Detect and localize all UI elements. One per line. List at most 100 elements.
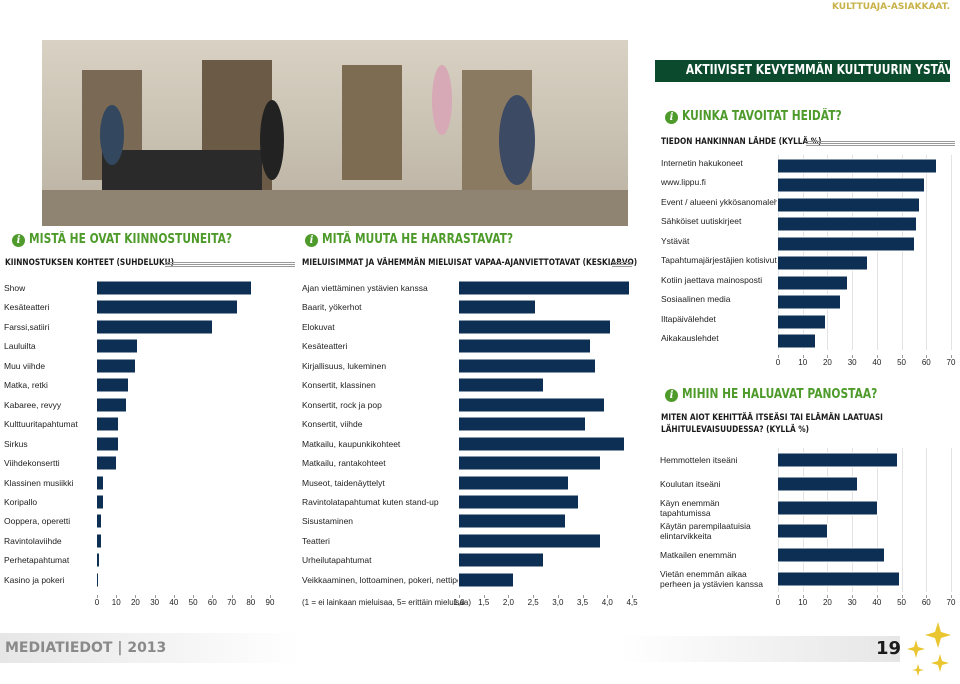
bar bbox=[459, 456, 600, 470]
bar bbox=[97, 495, 103, 509]
footer-band bbox=[0, 633, 300, 663]
category-label: www.lippu.fi bbox=[661, 177, 706, 188]
chart-subtitle: MITEN AIOT KEHITTÄÄ ITSEÄSI TAI ELÄMÄN L… bbox=[661, 413, 883, 435]
x-tick-label: 60 bbox=[207, 598, 217, 607]
bar bbox=[778, 295, 840, 309]
x-tick-label: 40 bbox=[872, 598, 882, 607]
chart-title: MIHIN HE HALUAVAT PANOSTAA? bbox=[682, 387, 878, 402]
banner-text: AKTIIVISET KEVYEMMÄN KULTTUURIN YSTÄVÄT bbox=[685, 63, 960, 78]
category-label: Vietän enemmän aikaa perheen ja ystävien… bbox=[660, 569, 764, 589]
bar bbox=[459, 398, 605, 412]
tick-mark bbox=[533, 595, 535, 598]
tick-mark bbox=[212, 595, 214, 598]
category-label: Farssi,satiiri bbox=[4, 321, 50, 332]
tick-mark bbox=[97, 595, 98, 598]
category-label: Kotiin jaettava mainosposti bbox=[661, 274, 763, 285]
tick-mark bbox=[827, 595, 829, 598]
x-tick-label: 50 bbox=[188, 598, 198, 607]
bar bbox=[97, 320, 213, 334]
x-tick-label: 0 bbox=[775, 598, 781, 607]
grid-line bbox=[778, 155, 779, 350]
bar bbox=[97, 534, 101, 548]
bar bbox=[459, 281, 630, 295]
bar bbox=[97, 553, 99, 567]
x-tick-label: 70 bbox=[227, 598, 236, 607]
x-tick-label: 70 bbox=[946, 358, 956, 367]
bar bbox=[778, 159, 937, 173]
tick-mark bbox=[173, 595, 175, 598]
bar bbox=[97, 476, 103, 489]
x-tick-label: 50 bbox=[897, 358, 907, 367]
tick-mark bbox=[135, 595, 137, 598]
bar bbox=[778, 453, 897, 467]
bar bbox=[778, 198, 919, 212]
chart-title: KUINKA TAVOITAT HEIDÄT? bbox=[682, 109, 842, 124]
grid-line bbox=[901, 155, 903, 350]
hatch bbox=[165, 261, 295, 267]
tick-mark bbox=[116, 595, 118, 598]
x-tick-label: 0 bbox=[94, 598, 100, 607]
bar bbox=[97, 398, 126, 412]
publication: MEDIATIEDOT | 2013 bbox=[5, 640, 167, 656]
grid-line bbox=[926, 448, 928, 592]
x-tick-label: 40 bbox=[872, 358, 882, 367]
category-label: Matkailen enemmän bbox=[660, 550, 737, 561]
x-tick-label: 70 bbox=[946, 598, 956, 607]
tick-mark bbox=[231, 595, 233, 598]
x-tick-label: 20 bbox=[822, 358, 832, 367]
bar bbox=[97, 378, 128, 392]
bar bbox=[778, 237, 914, 251]
x-tick-label: 0 bbox=[775, 358, 781, 367]
category-label: Sirkus bbox=[4, 438, 28, 449]
category-label: Klassinen musiikki bbox=[4, 477, 74, 488]
category-label: Kesäteatteri bbox=[4, 302, 50, 313]
tick-mark bbox=[852, 595, 854, 598]
x-tick-label: 4,0 bbox=[601, 598, 613, 607]
x-tick-label: 30 bbox=[847, 358, 857, 367]
category-label: Internetin hakukoneet bbox=[661, 158, 743, 168]
info-icon: i bbox=[665, 111, 678, 124]
category-label: Konsertit, viihde bbox=[302, 419, 363, 430]
category-label: Matka, retki bbox=[4, 380, 48, 391]
tick-mark bbox=[607, 595, 609, 598]
bar bbox=[97, 339, 138, 353]
x-tick-label: 10 bbox=[798, 358, 808, 367]
tick-mark bbox=[901, 595, 903, 598]
category-label: Viihdekonsertti bbox=[4, 458, 60, 469]
tick-mark bbox=[557, 595, 559, 598]
category-label: Koulutan itseäni bbox=[660, 478, 721, 489]
grid-line bbox=[876, 448, 878, 592]
grid-line bbox=[951, 448, 952, 592]
category-label: Museot, taidenäyttelyt bbox=[302, 477, 385, 488]
category-label: Tapahtumajärjestäjien kotisivut bbox=[661, 255, 777, 266]
section-label: KULTTUAJA-ASIAKKAAT. bbox=[831, 2, 950, 12]
category-label: Sähköiset uutiskirjeet bbox=[661, 216, 742, 227]
tick-mark bbox=[876, 355, 878, 358]
category-label: Ajan viettäminen ystävien kanssa bbox=[302, 283, 428, 293]
category-label: Matkailu, rantakohteet bbox=[302, 458, 386, 469]
x-tick-label: 20 bbox=[130, 598, 140, 607]
grid-line bbox=[778, 448, 779, 592]
hatch bbox=[806, 140, 955, 146]
x-tick-label: 30 bbox=[847, 598, 857, 607]
bar bbox=[778, 276, 848, 290]
bar bbox=[778, 334, 816, 348]
hatch bbox=[612, 261, 632, 267]
tick-mark bbox=[582, 595, 584, 598]
bar bbox=[459, 514, 566, 528]
x-tick-label: 1,5 bbox=[478, 598, 490, 607]
x-tick-label: 10 bbox=[798, 598, 808, 607]
tick-mark bbox=[270, 595, 271, 598]
bar bbox=[778, 572, 900, 586]
page-number: 19 bbox=[876, 638, 902, 659]
bar bbox=[97, 514, 101, 528]
bar bbox=[97, 456, 117, 470]
bar bbox=[778, 501, 877, 515]
bar bbox=[778, 178, 924, 192]
category-label: Perhetapahtumat bbox=[4, 555, 70, 566]
category-label: Käyn enemmän tapahtumissa bbox=[660, 497, 720, 518]
info-icon: i bbox=[305, 234, 318, 247]
grid-line bbox=[926, 155, 928, 350]
tick-mark bbox=[926, 355, 928, 358]
tick-mark bbox=[778, 595, 779, 598]
